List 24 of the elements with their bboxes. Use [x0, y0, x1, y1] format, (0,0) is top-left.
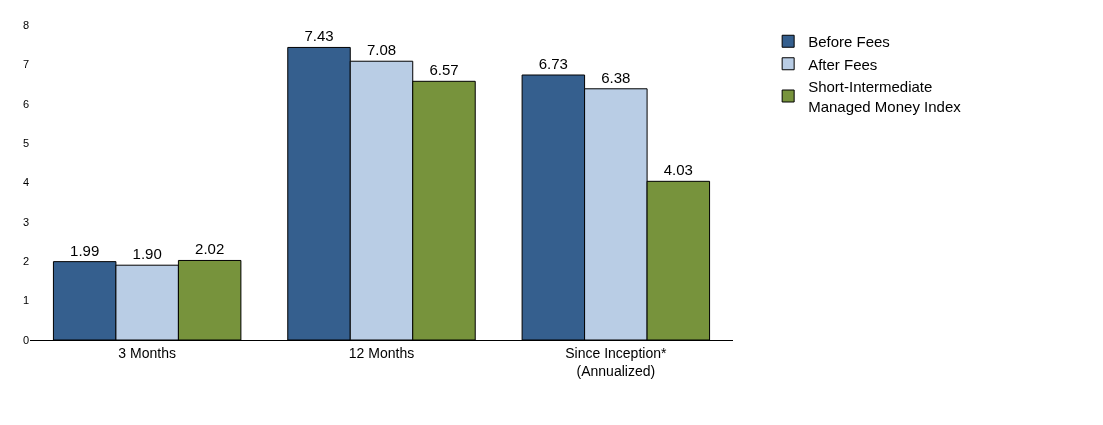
legend-label: After Fees	[808, 55, 878, 73]
data-label: 1.99	[70, 241, 100, 259]
legend-label: Before Fees	[808, 33, 890, 51]
y-tick-label: 6	[22, 97, 29, 110]
legend-label: Short-Intermediate Managed Money Index	[808, 78, 962, 115]
data-label: 7.43	[304, 27, 334, 45]
y-tick-label: 4	[22, 176, 29, 189]
data-label: 7.08	[366, 41, 397, 59]
data-label: 6.38	[601, 68, 631, 86]
data-label: 4.03	[663, 161, 693, 179]
data-label: 6.73	[538, 55, 568, 73]
y-tick-label: 0	[22, 333, 29, 346]
y-tick-label: 1	[22, 294, 29, 307]
x-tick-label: Since Inception* (Annualized)	[565, 344, 667, 379]
y-tick-label: 7	[22, 58, 29, 71]
y-tick-label: 8	[22, 18, 29, 31]
y-tick-label: 2	[22, 255, 29, 268]
y-tick-label: 5	[22, 136, 29, 149]
x-tick-label: 3 Months	[118, 344, 176, 361]
data-label: 1.90	[132, 245, 162, 263]
data-label: 6.57	[429, 61, 459, 79]
y-tick-label: 3	[22, 215, 29, 228]
x-tick-label: 12 Months	[348, 344, 415, 361]
data-label: 2.02	[195, 240, 225, 258]
